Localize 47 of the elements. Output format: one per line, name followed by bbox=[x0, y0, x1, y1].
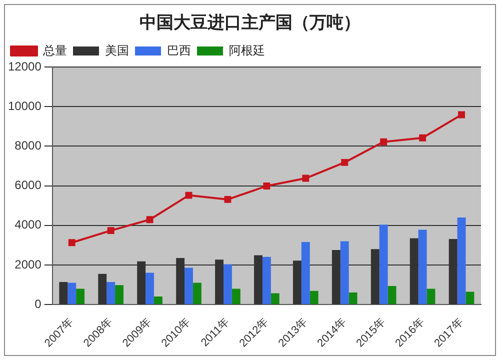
bar bbox=[106, 282, 116, 304]
bar bbox=[418, 230, 427, 304]
bar bbox=[457, 217, 466, 304]
bar bbox=[379, 224, 388, 304]
bar bbox=[98, 274, 107, 304]
bar bbox=[270, 293, 280, 304]
point bbox=[68, 239, 76, 246]
bar bbox=[59, 282, 68, 304]
chart-title: 中国大豆进口主产国（万吨） bbox=[138, 12, 362, 34]
y-tick-label: 10000 bbox=[8, 98, 42, 113]
bar bbox=[262, 256, 271, 304]
bar bbox=[301, 242, 310, 304]
bar bbox=[310, 290, 318, 304]
bar bbox=[223, 264, 232, 304]
bar bbox=[232, 288, 240, 304]
bar bbox=[76, 288, 85, 304]
y-tick-label: 4000 bbox=[14, 218, 42, 232]
point bbox=[380, 138, 388, 146]
point bbox=[341, 158, 348, 166]
point bbox=[458, 111, 465, 118]
y-tick-label: 6000 bbox=[14, 178, 42, 192]
bar bbox=[348, 292, 358, 304]
bar bbox=[340, 241, 349, 304]
point bbox=[107, 227, 114, 234]
legend-label: 总量 bbox=[42, 43, 67, 58]
bar bbox=[426, 288, 436, 304]
point bbox=[185, 192, 192, 199]
y-tick-label: 0 bbox=[34, 296, 42, 311]
bar bbox=[388, 286, 396, 304]
point bbox=[146, 216, 154, 224]
point bbox=[224, 196, 232, 203]
legend-label: 阿根廷 bbox=[229, 43, 265, 58]
point bbox=[263, 182, 270, 190]
bar bbox=[115, 285, 124, 304]
y-tick-label: 8000 bbox=[14, 138, 42, 153]
bar bbox=[192, 282, 202, 304]
legend-label: 美国 bbox=[105, 43, 129, 58]
bar bbox=[154, 296, 162, 304]
y-tick-label: 12000 bbox=[8, 59, 42, 74]
point bbox=[419, 134, 426, 142]
bar bbox=[68, 282, 76, 304]
bar bbox=[184, 268, 193, 304]
y-tick-label: 2000 bbox=[14, 257, 42, 272]
bar bbox=[466, 292, 474, 304]
point bbox=[302, 174, 310, 182]
bar bbox=[146, 272, 154, 304]
legend-label: 巴西 bbox=[167, 43, 191, 58]
